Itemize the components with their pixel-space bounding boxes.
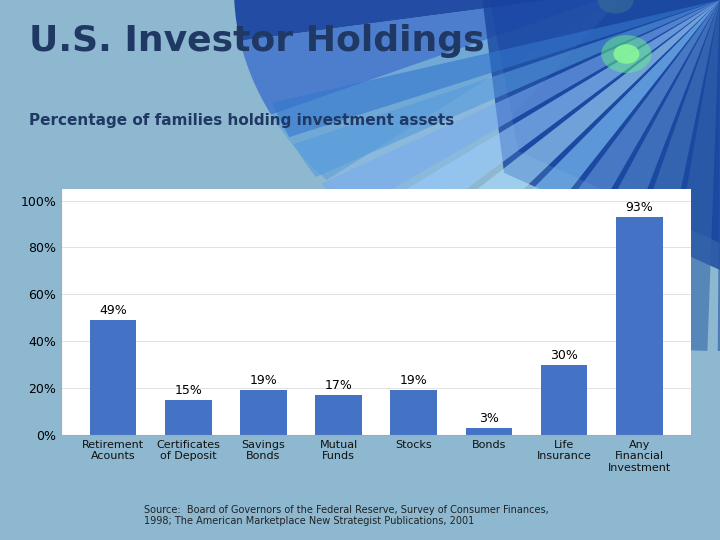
Bar: [90, 320, 136, 435]
Wedge shape: [272, 0, 720, 137]
Text: Percentage of families holding investment assets: Percentage of families holding investmen…: [29, 113, 454, 129]
Wedge shape: [321, 0, 720, 214]
Bar: [616, 217, 662, 435]
Wedge shape: [659, 0, 720, 351]
Text: 30%: 30%: [550, 349, 578, 362]
Bar: [240, 390, 287, 435]
Bar: [165, 400, 212, 435]
Wedge shape: [293, 0, 720, 177]
Bar: [541, 364, 588, 435]
Polygon shape: [490, 0, 720, 243]
Circle shape: [601, 35, 652, 73]
Wedge shape: [356, 0, 720, 247]
Wedge shape: [395, 0, 720, 277]
Text: U.S. Investor Holdings: U.S. Investor Holdings: [29, 24, 485, 58]
Bar: [390, 390, 437, 435]
Text: 15%: 15%: [174, 384, 202, 397]
Wedge shape: [490, 0, 720, 322]
Wedge shape: [600, 0, 720, 347]
Text: 17%: 17%: [325, 379, 353, 392]
Text: 19%: 19%: [400, 374, 428, 387]
Polygon shape: [482, 0, 720, 270]
Wedge shape: [327, 0, 630, 233]
Circle shape: [613, 44, 639, 64]
Bar: [315, 395, 362, 435]
Text: 49%: 49%: [99, 304, 127, 317]
Text: Source:  Board of Governors of the Federal Reserve, Survey of Consumer Finances,: Source: Board of Governors of the Federa…: [144, 505, 549, 526]
Wedge shape: [234, 0, 630, 41]
Wedge shape: [271, 0, 630, 180]
Wedge shape: [441, 0, 720, 302]
Wedge shape: [240, 0, 630, 114]
Text: 3%: 3%: [479, 412, 499, 425]
Text: 93%: 93%: [626, 201, 653, 214]
Text: 19%: 19%: [250, 374, 277, 387]
Wedge shape: [544, 0, 720, 338]
Bar: [466, 428, 512, 435]
Wedge shape: [718, 0, 720, 351]
Circle shape: [598, 0, 634, 14]
